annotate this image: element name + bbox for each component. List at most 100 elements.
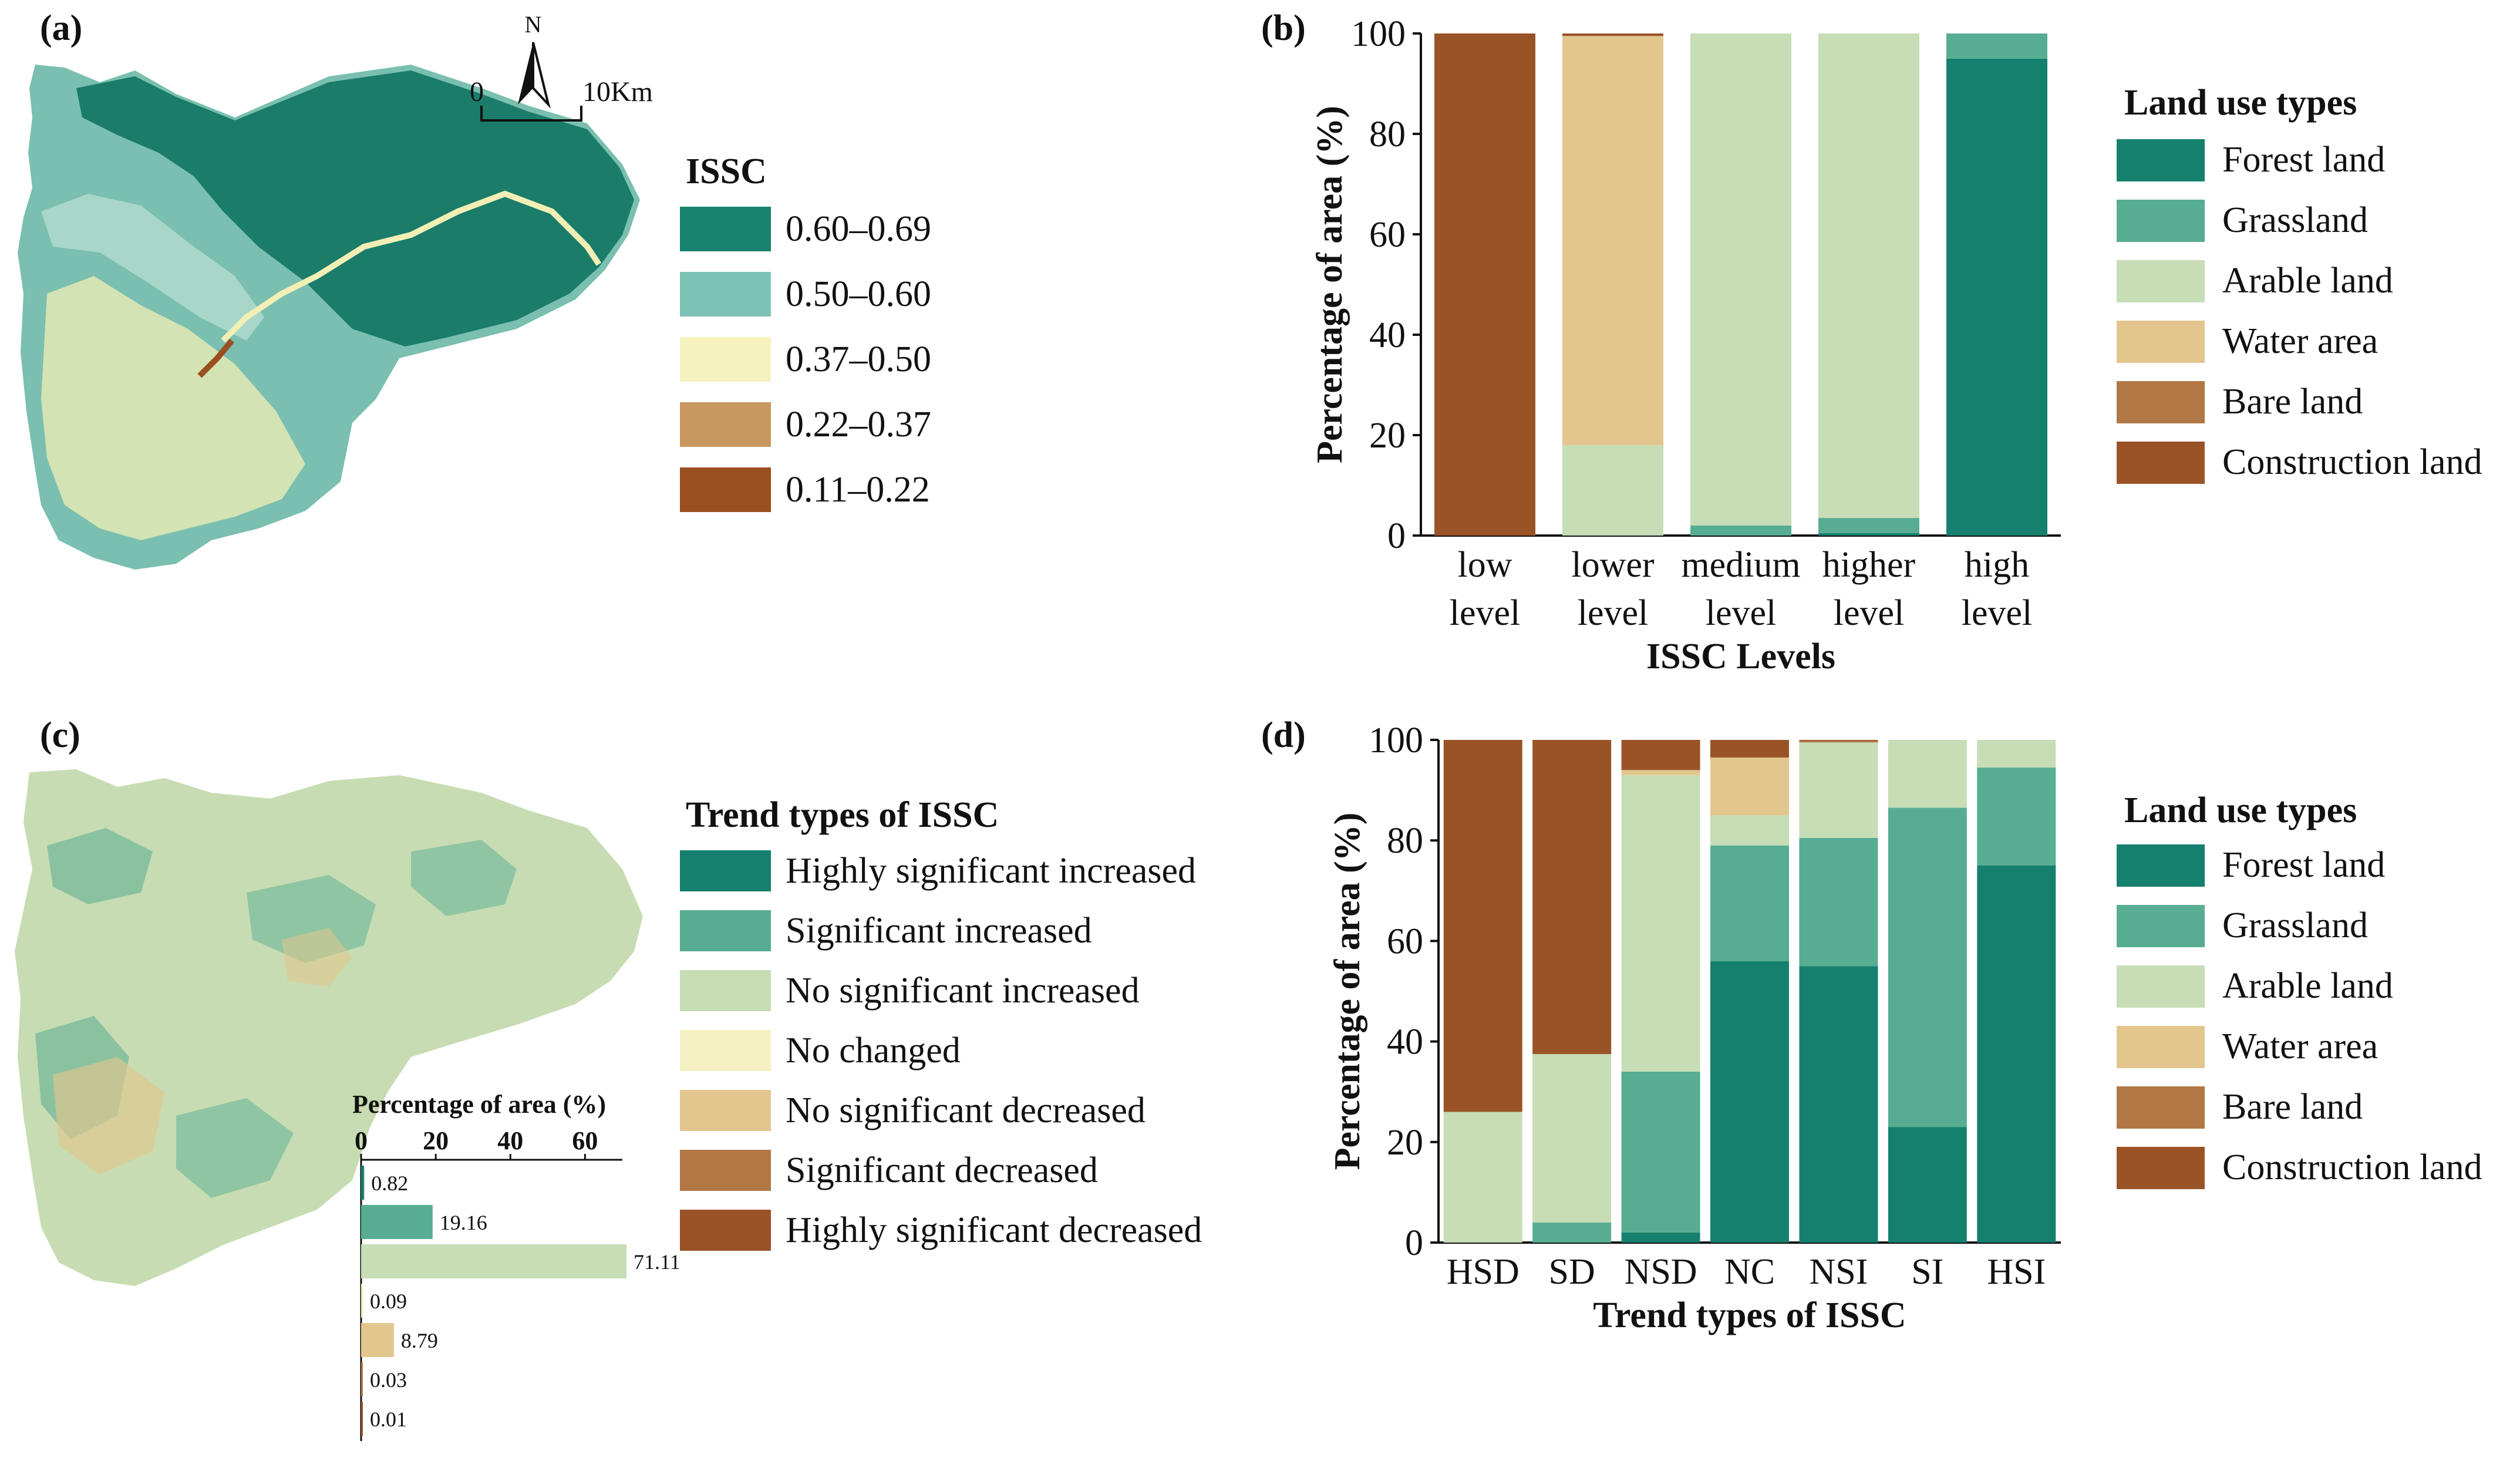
x-tick-label: higher (1822, 545, 1916, 585)
bar-segment (1710, 961, 1789, 1243)
legend-d: Land use types Forest land Grassland Arabl… (2117, 790, 2482, 1189)
x-tick-label: NSD (1625, 1252, 1697, 1292)
bar-segment (1562, 33, 1663, 36)
y-tick-label: 60 (1387, 921, 1423, 961)
trend-legend-swatch (680, 910, 771, 951)
bar-segment (1818, 33, 1919, 519)
bar-segment (1710, 815, 1789, 846)
bar-segment (1690, 33, 1791, 526)
y-tick-label: 20 (1387, 1123, 1423, 1163)
bar-segment (1562, 445, 1663, 536)
inset-value-label: 0.03 (370, 1368, 407, 1392)
bar-segment (1562, 36, 1663, 446)
legend-label: Arable land (2222, 261, 2393, 301)
panel-c-label: (c) (40, 715, 80, 755)
trend-legend-swatch (680, 1150, 771, 1191)
legend-swatch (2117, 381, 2205, 423)
trend-legend-swatch (680, 1210, 771, 1251)
legend-label: Water area (2222, 1026, 2378, 1066)
issc-legend-title: ISSC (686, 152, 767, 191)
bar-segment (1710, 845, 1789, 961)
inset-chart-c: Percentage of area (%) 0 20 40 60 0.82 19.16 7… (352, 1090, 680, 1441)
trend-legend-swatch (680, 1090, 771, 1131)
trend-legend-title: Trend types of ISSC (686, 795, 999, 835)
issc-map-high-zone (76, 70, 634, 346)
legend-swatch (2117, 844, 2205, 887)
trend-legend-swatch (680, 1030, 771, 1071)
issc-map-low-stream (197, 338, 234, 378)
y-tick-label: 100 (1369, 721, 1423, 760)
legend-swatch (2117, 1026, 2205, 1068)
issc-legend-swatch (680, 272, 771, 317)
trend-legend-label: No significant increased (786, 971, 1140, 1011)
inset-bar (361, 1205, 433, 1239)
legend-swatch (2117, 905, 2205, 947)
y-tick-label: 60 (1369, 215, 1406, 255)
north-arrow-icon: N (518, 11, 551, 109)
legend-swatch (2117, 260, 2205, 302)
x-tick-label: medium (1681, 545, 1800, 585)
bar-segment (1799, 740, 1878, 743)
legend-label: Grassland (2222, 906, 2368, 945)
issc-legend-label: 0.50–0.60 (786, 274, 931, 314)
inset-value-label: 8.79 (401, 1329, 438, 1352)
legend-label: Forest land (2222, 140, 2385, 180)
trend-legend-label: Significant decreased (786, 1150, 1098, 1190)
bar-segment (1443, 740, 1522, 1112)
legend-swatch (2117, 1147, 2205, 1189)
bar-segment (1977, 740, 2056, 768)
trend-map-grass-patch-5 (176, 1098, 294, 1198)
x-tick-label: HSI (1987, 1252, 2046, 1292)
x-tick-label: level (1962, 593, 2033, 633)
y-axis-title: Percentage of area (%) (1328, 813, 1367, 1170)
legend-label: Water area (2222, 321, 2378, 361)
legend-label: Arable land (2222, 966, 2393, 1006)
bar-segment (1532, 1222, 1612, 1243)
bar-segment (1946, 58, 2047, 536)
inset-bar (361, 1323, 394, 1357)
bar-segment (1818, 518, 1919, 533)
x-tick-label: lower (1571, 545, 1655, 585)
legend-label: Construction land (2222, 1147, 2482, 1187)
bar-segment (1621, 770, 1700, 775)
trend-legend-swatch (680, 970, 771, 1011)
scale-bar: 0 10Km (470, 76, 653, 122)
x-axis-title: ISSC Levels (1646, 637, 1835, 676)
north-label: N (525, 11, 542, 38)
inset-bar (361, 1166, 365, 1200)
trend-legend-label: Significant increased (786, 911, 1092, 951)
issc-map (18, 65, 640, 570)
bar-segment (1977, 866, 2056, 1243)
issc-legend-swatch (680, 467, 771, 512)
inset-bar (361, 1244, 627, 1278)
legend-label: Construction land (2222, 442, 2482, 482)
issc-legend: ISSC 0.60–0.69 0.50–0.60 0.37–0.50 0.22–0.3… (680, 152, 931, 512)
inset-bar (361, 1362, 363, 1396)
bar-segment (1888, 807, 1967, 1127)
y-axis-title: Percentage of area (%) (1310, 106, 1350, 463)
inset-value-label: 0.09 (370, 1290, 407, 1313)
bar-segment (1818, 533, 1919, 536)
y-tick-label: 100 (1351, 14, 1406, 54)
y-tick-label: 40 (1369, 315, 1406, 355)
bar-segment (1946, 33, 2047, 59)
x-tick-label: low (1458, 545, 1512, 585)
legend-b: Land use types Forest land Grassland Arabl… (2117, 83, 2482, 484)
legend-swatch (2117, 965, 2205, 1008)
issc-map-river (221, 190, 602, 343)
x-tick-label: high (1965, 545, 2029, 585)
bar-segment (1621, 1232, 1700, 1243)
y-tick-label: 80 (1369, 115, 1406, 154)
bar-segment (1799, 966, 1878, 1243)
legend-b-title: Land use types (2124, 83, 2357, 123)
trend-legend-label: No changed (786, 1031, 961, 1071)
chart-b: 0 20 40 60 80 100 low level lower level medium leve… (1310, 14, 2061, 676)
trend-map-grass-patch-3 (411, 840, 517, 916)
trend-legend-swatch (680, 850, 771, 891)
inset-tick-label: 20 (423, 1126, 449, 1155)
bar-segment (1621, 1071, 1700, 1233)
y-tick-label: 20 (1369, 416, 1406, 456)
bar-segment (1799, 740, 1878, 741)
bar-segment (1532, 740, 1612, 1054)
